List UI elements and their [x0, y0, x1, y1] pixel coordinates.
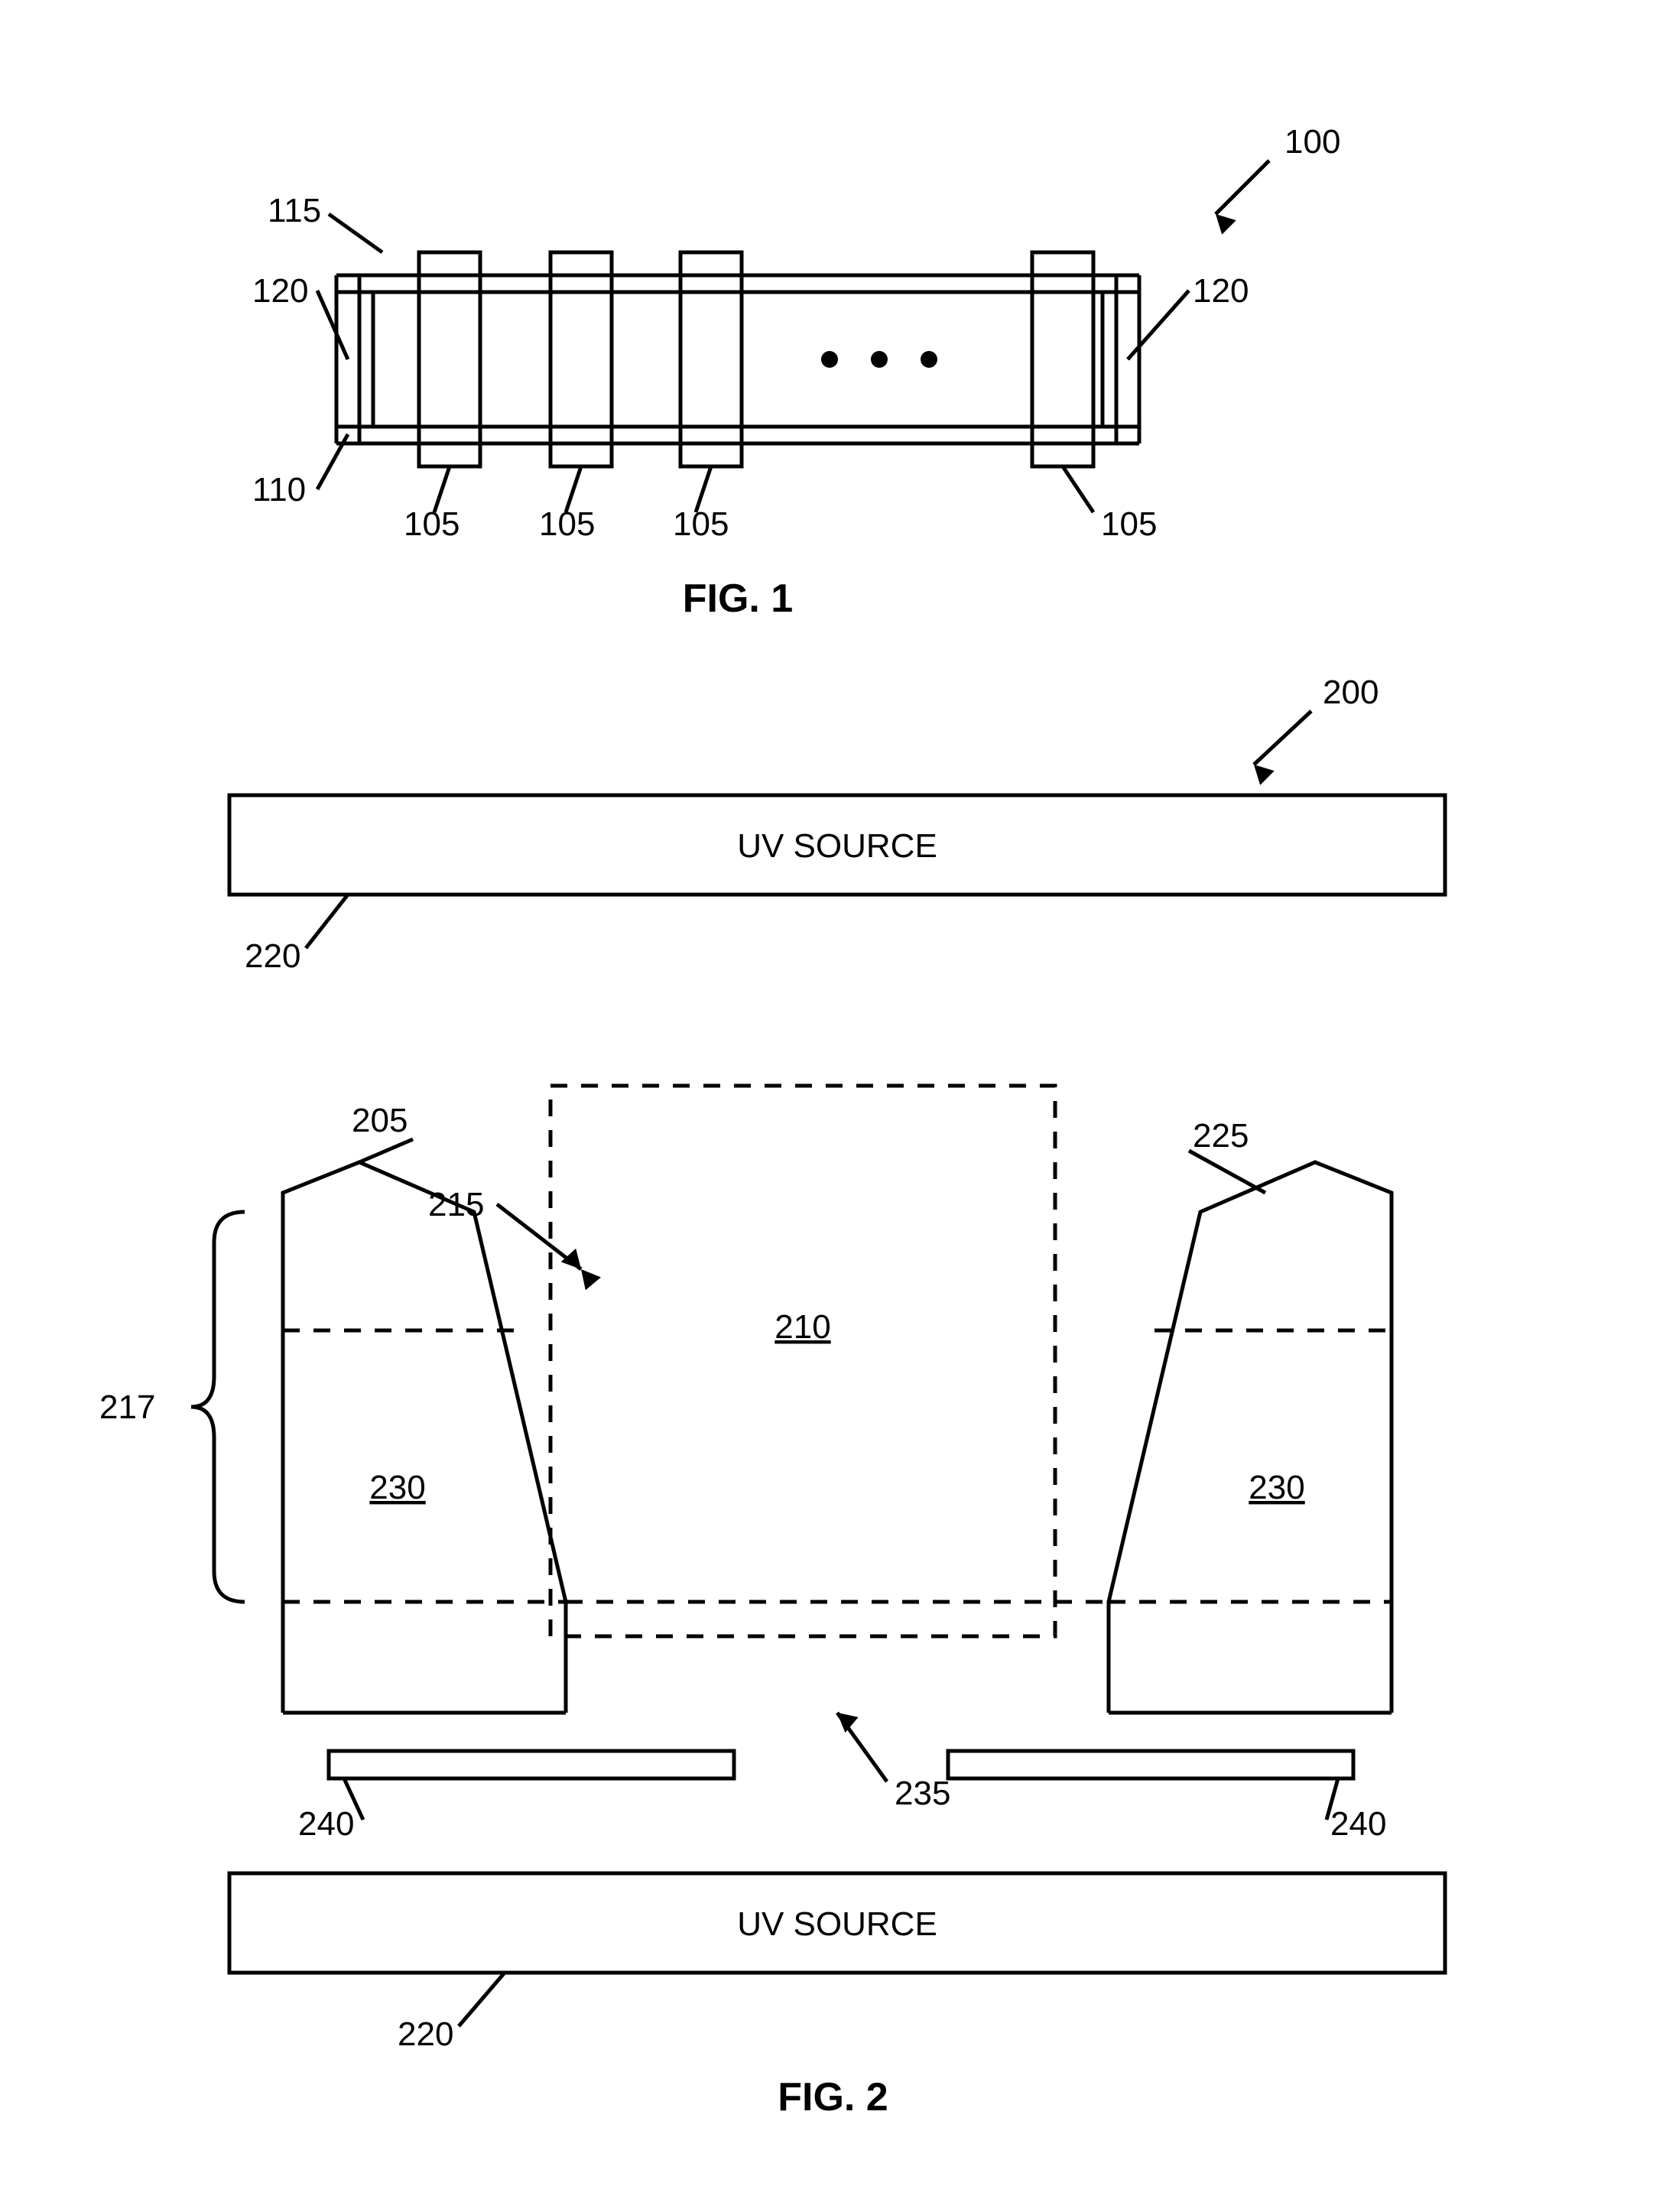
label-240-right: 240 [1330, 1805, 1386, 1843]
label-110: 110 [252, 471, 306, 508]
label-200: 200 [1323, 674, 1379, 711]
label-105-a: 105 [404, 505, 460, 543]
label-215: 215 [428, 1186, 484, 1223]
label-100: 100 [1284, 123, 1340, 161]
label-105-c: 105 [673, 505, 729, 543]
fig2-caption: FIG. 2 [778, 2075, 888, 2119]
label-105-d: 105 [1101, 505, 1157, 543]
strip-240-right [948, 1751, 1353, 1778]
label-205: 205 [352, 1102, 408, 1139]
label-240-left: 240 [298, 1805, 354, 1843]
label-217: 217 [99, 1389, 155, 1426]
strip-240-left [329, 1751, 734, 1778]
label-230-right: 230 [1249, 1469, 1304, 1506]
left-structure [283, 1162, 566, 1713]
uv-source-bottom-label: UV SOURCE [737, 1905, 937, 1943]
label-210: 210 [775, 1308, 830, 1346]
label-230-left: 230 [369, 1469, 425, 1506]
label-225: 225 [1193, 1117, 1249, 1155]
label-220-bottom: 220 [398, 2015, 453, 2053]
label-120-left: 120 [252, 272, 308, 310]
label-235: 235 [895, 1775, 950, 1812]
right-structure [1109, 1162, 1392, 1713]
label-115: 115 [268, 192, 321, 229]
fig-1 [821, 351, 937, 368]
brace-217 [191, 1212, 245, 1602]
uv-source-top-label: UV SOURCE [737, 827, 937, 865]
region-210 [550, 1086, 1055, 1636]
patent-figures: 100115120120110105105105105FIG. 1200UV S… [0, 0, 1666, 2212]
fig1-caption: FIG. 1 [683, 577, 793, 621]
label-220-top: 220 [245, 937, 300, 975]
label-120-right: 120 [1193, 272, 1249, 310]
